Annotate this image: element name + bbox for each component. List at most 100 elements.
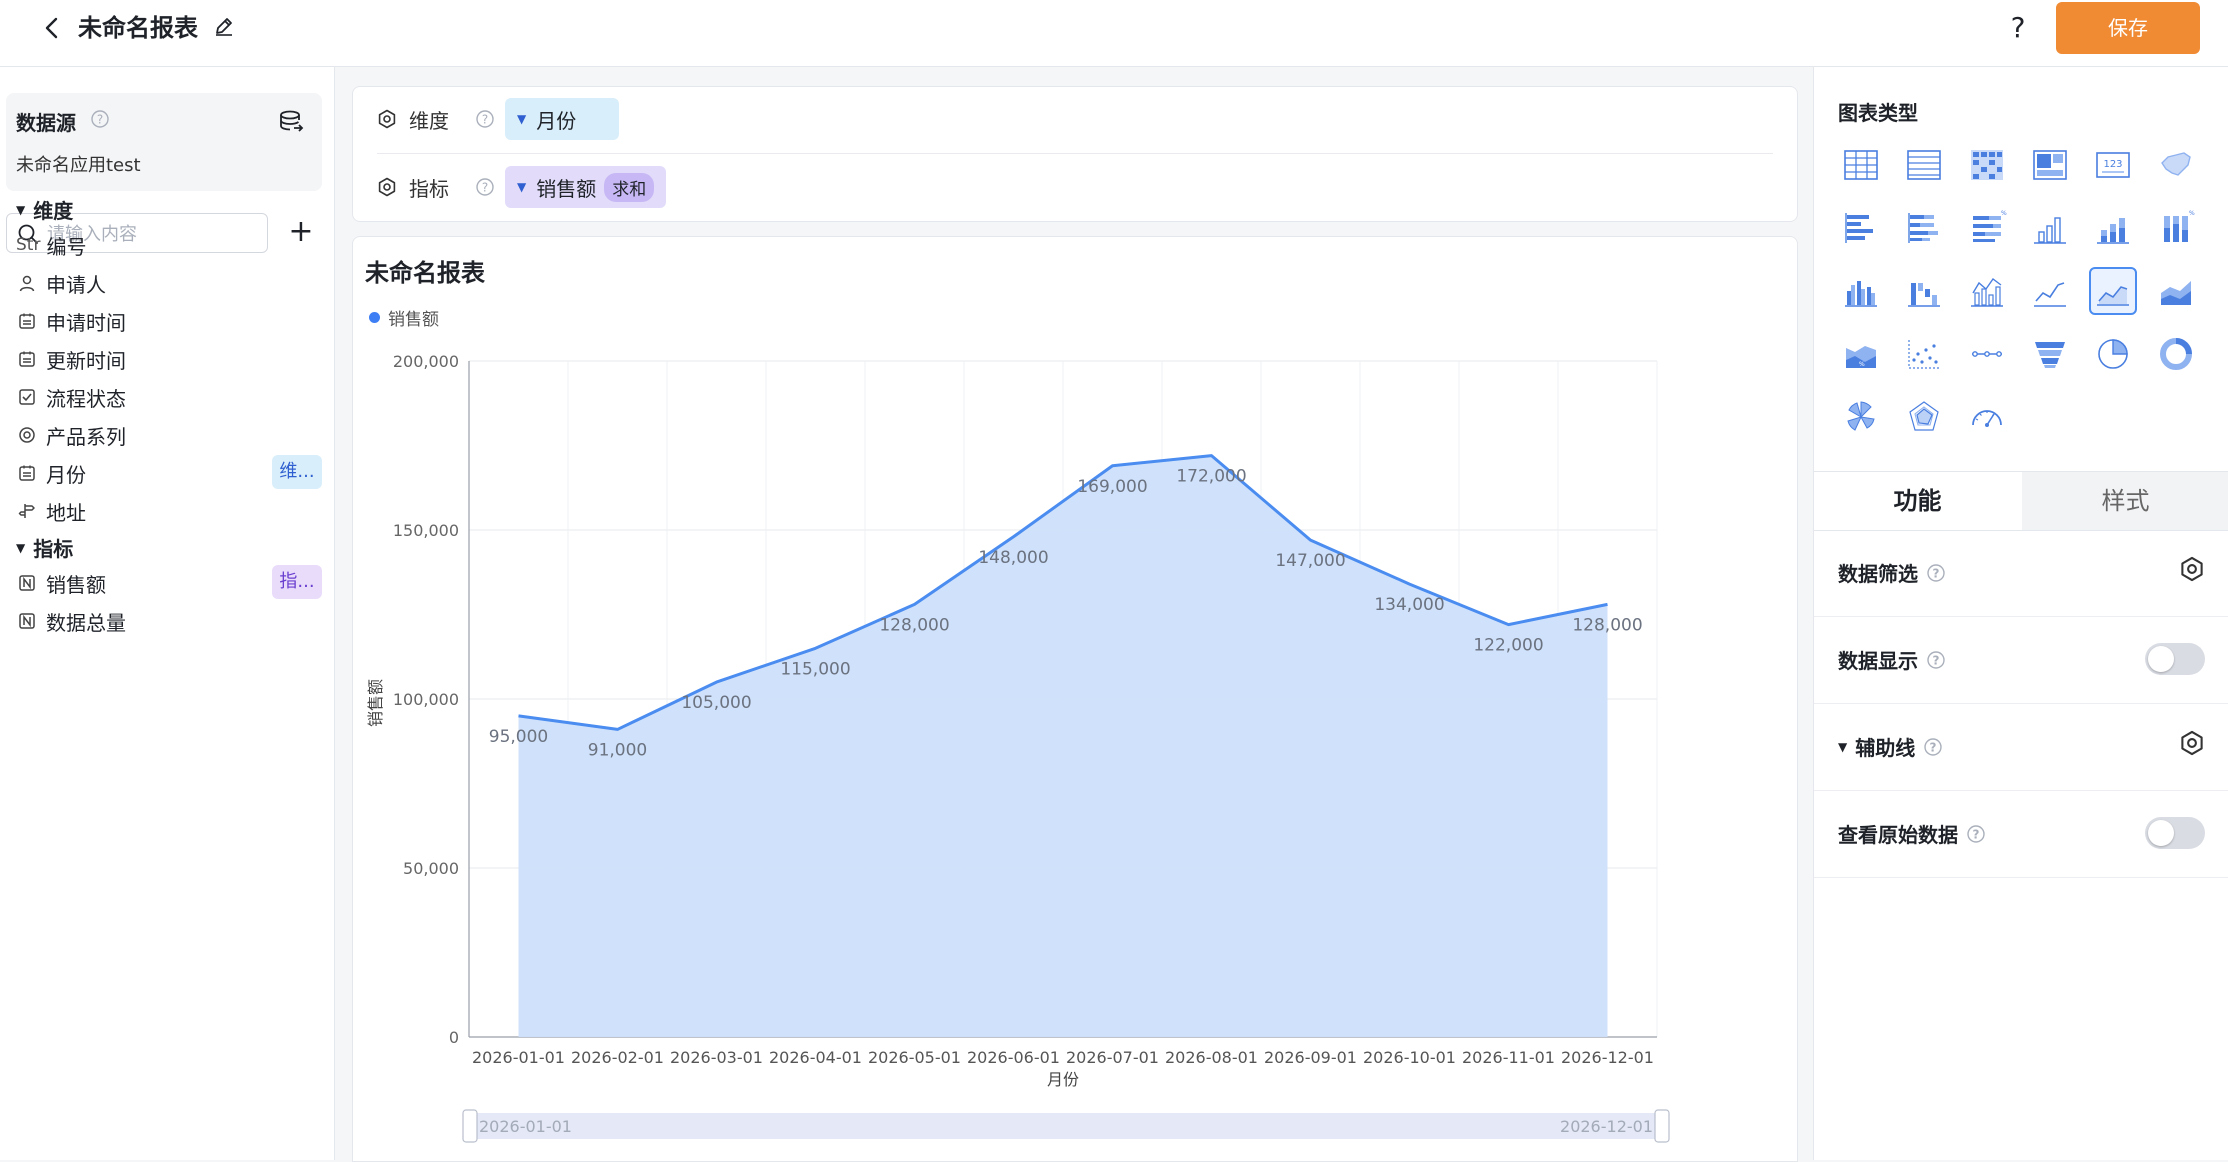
- data-label: 172,000: [1176, 467, 1246, 487]
- data-point[interactable]: [912, 601, 918, 607]
- chart-type-column-icon[interactable]: [2026, 204, 2074, 252]
- divider: [377, 153, 1773, 154]
- chart-type-grouped-column-icon[interactable]: [1837, 267, 1885, 315]
- option-data-display: 数据显示 ?: [1814, 617, 2228, 704]
- help-circle-icon[interactable]: ?: [475, 177, 495, 197]
- field-item-apply-time[interactable]: 申请时间: [16, 301, 322, 341]
- chart-type-indicator-card-icon[interactable]: [2026, 141, 2074, 189]
- data-label: 91,000: [588, 740, 647, 760]
- field-item-data-count[interactable]: 数据总量: [16, 601, 322, 641]
- chart-type-bar-horizontal-icon[interactable]: [1837, 204, 1885, 252]
- data-point[interactable]: [1605, 601, 1611, 607]
- help-circle-icon[interactable]: ?: [1926, 650, 1946, 670]
- add-field-button[interactable]: +: [288, 214, 314, 249]
- data-display-toggle[interactable]: [2145, 643, 2205, 675]
- dimensions-section-header[interactable]: ▼ 维度: [16, 195, 73, 224]
- option-label: 辅助线: [1855, 736, 1916, 760]
- chart-type-combo-icon[interactable]: [1963, 267, 2011, 315]
- chart-type-rose-icon[interactable]: [1837, 393, 1885, 441]
- field-item-month[interactable]: 月份 维...: [16, 453, 322, 493]
- edit-pencil-icon[interactable]: [212, 14, 240, 42]
- field-item-update-time[interactable]: 更新时间: [16, 339, 322, 379]
- data-label: 115,000: [780, 659, 850, 679]
- help-circle-icon[interactable]: ?: [1923, 737, 1943, 757]
- measure-label: 指标: [409, 176, 449, 201]
- zoom-start-label: 2026-01-01: [479, 1117, 572, 1136]
- database-icon[interactable]: [278, 109, 304, 133]
- chart-type-number-card-icon[interactable]: 123: [2089, 141, 2137, 189]
- data-label: 128,000: [879, 615, 949, 635]
- chart-type-scatter-icon[interactable]: [1900, 330, 1948, 378]
- settings-icon[interactable]: [2179, 556, 2205, 582]
- data-point[interactable]: [1506, 622, 1512, 628]
- option-label: 数据筛选: [1838, 562, 1918, 586]
- caret-down-icon: ▼: [16, 202, 26, 217]
- chart-type-donut-icon[interactable]: [2152, 330, 2200, 378]
- chart-type-stacked-bar-horizontal-icon[interactable]: [1900, 204, 1948, 252]
- save-button[interactable]: 保存: [2056, 2, 2200, 54]
- chart-type-line-icon[interactable]: [2026, 267, 2074, 315]
- settings-icon[interactable]: [377, 177, 397, 197]
- chart-type-table-icon[interactable]: [1837, 141, 1885, 189]
- data-point[interactable]: [1407, 581, 1413, 587]
- view-raw-data-toggle[interactable]: [2145, 817, 2205, 849]
- chart-type-percent-bar-horizontal-icon[interactable]: %: [1963, 204, 2011, 252]
- help-circle-icon[interactable]: ?: [1966, 824, 1986, 844]
- zoom-slider-handle-end[interactable]: [1654, 1109, 1670, 1143]
- data-point[interactable]: [615, 726, 621, 732]
- chart-type-radar-icon[interactable]: [1900, 393, 1948, 441]
- chart-type-cross-table-icon[interactable]: [1963, 141, 2011, 189]
- zoom-slider-track[interactable]: [469, 1113, 1665, 1139]
- field-item-sales[interactable]: 销售额 指...: [16, 563, 322, 603]
- chart-type-waterfall-icon[interactable]: [1900, 267, 1948, 315]
- measure-chip-sales[interactable]: ▼ 销售额 求和: [505, 166, 667, 208]
- settings-icon[interactable]: [377, 109, 397, 129]
- zoom-slider-handle-start[interactable]: [462, 1109, 478, 1143]
- search-input[interactable]: [45, 214, 259, 254]
- data-point[interactable]: [1110, 463, 1116, 469]
- chart-type-percent-area-icon[interactable]: %: [1837, 330, 1885, 378]
- data-point[interactable]: [1209, 453, 1215, 459]
- chart-type-stacked-column-icon[interactable]: [2089, 204, 2137, 252]
- field-item-applicant[interactable]: 申请人: [16, 263, 322, 303]
- data-point[interactable]: [714, 679, 720, 685]
- panel-tabs: 功能 样式: [1814, 471, 2228, 531]
- chart-type-percent-column-icon[interactable]: %: [2152, 204, 2200, 252]
- settings-icon[interactable]: [2179, 730, 2205, 756]
- back-arrow-icon[interactable]: [36, 12, 68, 44]
- help-circle-icon[interactable]: ?: [1926, 563, 1946, 583]
- caret-down-icon: ▼: [16, 540, 26, 555]
- chart-type-detail-table-icon[interactable]: [1900, 141, 1948, 189]
- field-item-product-series[interactable]: 产品系列: [16, 415, 322, 455]
- chart-type-funnel-icon[interactable]: [2026, 330, 2074, 378]
- chart-type-area-icon[interactable]: [2089, 267, 2137, 315]
- field-label: 地址: [46, 500, 86, 525]
- data-point[interactable]: [1308, 537, 1314, 543]
- field-label: 数据总量: [46, 610, 126, 635]
- field-item-address[interactable]: 地址: [16, 491, 322, 531]
- data-point[interactable]: [1011, 534, 1017, 540]
- chart-type-dot-line-icon[interactable]: [1963, 330, 2011, 378]
- dimension-chip-month[interactable]: ▼ 月份: [505, 98, 619, 140]
- chart-type-gauge-icon[interactable]: [1963, 393, 2011, 441]
- tab-style[interactable]: 样式: [2022, 472, 2228, 530]
- chart-type-pie-icon[interactable]: [2089, 330, 2137, 378]
- chart-type-stacked-area-icon[interactable]: [2152, 267, 2200, 315]
- measure-row: 指标 ? ▼ 销售额 求和: [377, 165, 667, 209]
- help-circle-icon[interactable]: ?: [475, 109, 495, 129]
- help-circle-icon[interactable]: ?: [90, 109, 110, 129]
- field-item-number[interactable]: Str 编号: [16, 225, 322, 265]
- data-point[interactable]: [813, 645, 819, 651]
- field-item-process-status[interactable]: 流程状态: [16, 377, 322, 417]
- help-icon[interactable]: ?: [2010, 11, 2026, 44]
- x-tick-label: 2026-02-01: [571, 1048, 664, 1067]
- properties-panel: 图表类型 123%%% 功能 样式 数据筛选 ? 数据显示 ? ▼ 辅助线 ? 查…: [1813, 67, 2228, 1160]
- data-point[interactable]: [516, 713, 522, 719]
- caret-down-icon[interactable]: ▼: [1838, 739, 1848, 754]
- calendar-icon: [16, 462, 38, 484]
- measures-section-header[interactable]: ▼ 指标: [16, 533, 73, 562]
- tab-function[interactable]: 功能: [1814, 472, 2021, 530]
- option-view-raw-data: 查看原始数据 ?: [1814, 791, 2228, 878]
- chart-legend[interactable]: 销售额: [369, 305, 439, 330]
- chart-type-map-icon[interactable]: [2152, 141, 2200, 189]
